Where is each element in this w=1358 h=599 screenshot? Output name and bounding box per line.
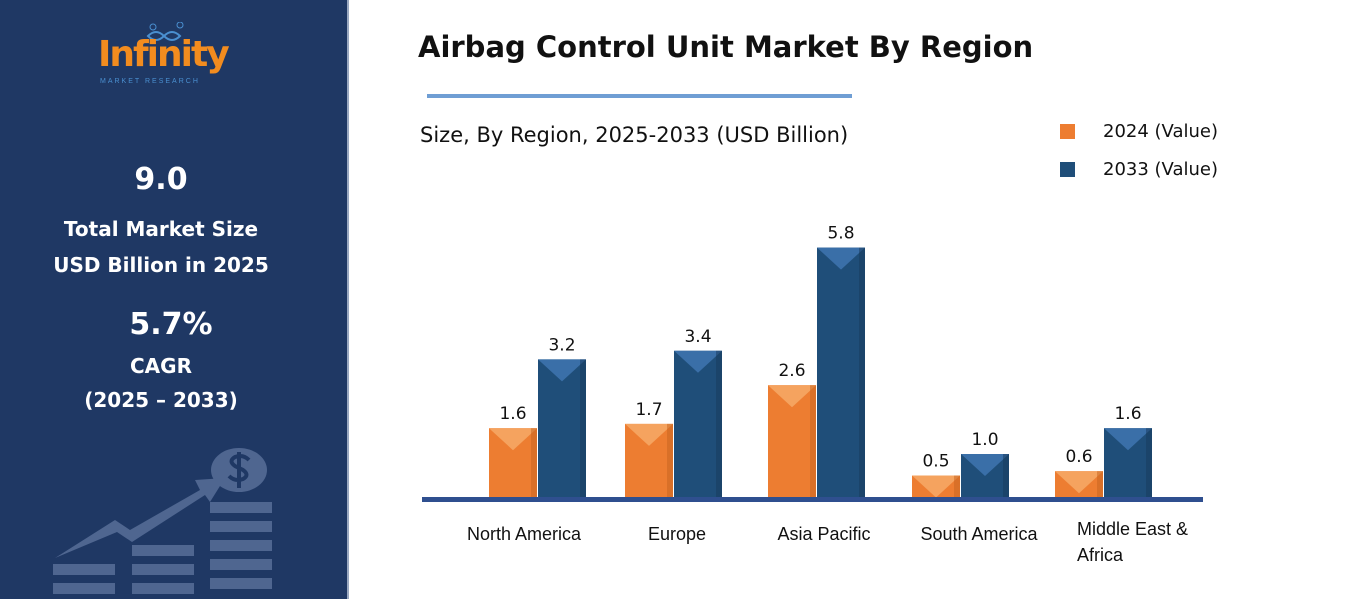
bar-2033 bbox=[674, 350, 722, 497]
bar-shade bbox=[1097, 471, 1103, 497]
data-label: 5.8 bbox=[827, 224, 854, 244]
legend-label: 2024 (Value) bbox=[1103, 121, 1219, 142]
data-label: 1.6 bbox=[499, 404, 526, 424]
legend-swatch bbox=[1060, 124, 1075, 139]
legend-swatch bbox=[1060, 162, 1075, 177]
bar-shade bbox=[1146, 428, 1152, 497]
brand-tagline: MARKET RESEARCH bbox=[100, 78, 200, 85]
category-label: Europe bbox=[648, 524, 706, 544]
bar-shade bbox=[531, 428, 537, 497]
data-label: 3.4 bbox=[684, 327, 711, 347]
bar-shade bbox=[954, 475, 960, 497]
legend-item-2024: 2024 (Value) bbox=[1060, 121, 1218, 142]
chart-title: Airbag Control Unit Market By Region bbox=[418, 30, 1034, 64]
bar-shade bbox=[667, 423, 673, 497]
chart-subtitle: Size, By Region, 2025-2033 (USD Billion) bbox=[420, 123, 849, 147]
bar-2033 bbox=[538, 359, 586, 497]
data-label: 3.2 bbox=[548, 335, 575, 355]
x-axis-line bbox=[422, 497, 1203, 502]
bar-shade bbox=[859, 247, 865, 497]
bar-bevel bbox=[768, 385, 816, 408]
bar-bevel bbox=[1055, 471, 1103, 494]
bar-bevel bbox=[538, 359, 586, 382]
market-size-unit: USD Billion in 2025 bbox=[53, 253, 269, 277]
legend-label: 2033 (Value) bbox=[1103, 159, 1219, 180]
legend-item-2033: 2033 (Value) bbox=[1060, 159, 1218, 180]
brand-name: Infinity bbox=[98, 34, 229, 74]
category-label: Africa bbox=[1077, 545, 1124, 565]
cagr-period: (2025 – 2033) bbox=[84, 388, 238, 412]
data-label: 1.7 bbox=[635, 400, 662, 420]
data-label: 1.6 bbox=[1114, 404, 1141, 424]
category-label: Middle East & bbox=[1077, 519, 1188, 539]
bar-bevel bbox=[817, 247, 865, 270]
bar-2033 bbox=[817, 247, 865, 497]
market-size-value: 9.0 bbox=[134, 162, 188, 197]
cagr-value: 5.7% bbox=[129, 307, 213, 342]
bar-bevel bbox=[1104, 428, 1152, 451]
bar-bevel bbox=[674, 350, 722, 373]
data-label: 1.0 bbox=[971, 430, 998, 450]
summary-panel: Infinity MARKET RESEARCH 9.0 Total Marke… bbox=[0, 0, 349, 599]
bar-bevel bbox=[961, 454, 1009, 476]
data-label: 0.6 bbox=[1065, 447, 1092, 467]
data-label: 0.5 bbox=[922, 452, 949, 472]
bar-shade bbox=[810, 385, 816, 497]
category-label: Asia Pacific bbox=[777, 524, 870, 544]
bar-shade bbox=[716, 350, 722, 497]
data-label: 2.6 bbox=[778, 361, 805, 381]
bar-shade bbox=[580, 359, 586, 497]
brand-logo: Infinity bbox=[98, 22, 231, 74]
growth-chart-dollar-icon bbox=[53, 448, 272, 594]
title-underline bbox=[427, 94, 852, 98]
bar-bevel bbox=[912, 475, 960, 498]
category-label: North America bbox=[467, 524, 582, 544]
bar-shade bbox=[1003, 454, 1009, 497]
market-size-label: Total Market Size bbox=[63, 217, 259, 241]
cagr-label: CAGR bbox=[130, 354, 192, 378]
category-label: South America bbox=[920, 524, 1038, 544]
bar-bevel bbox=[489, 428, 537, 451]
bar-bevel bbox=[625, 423, 673, 446]
